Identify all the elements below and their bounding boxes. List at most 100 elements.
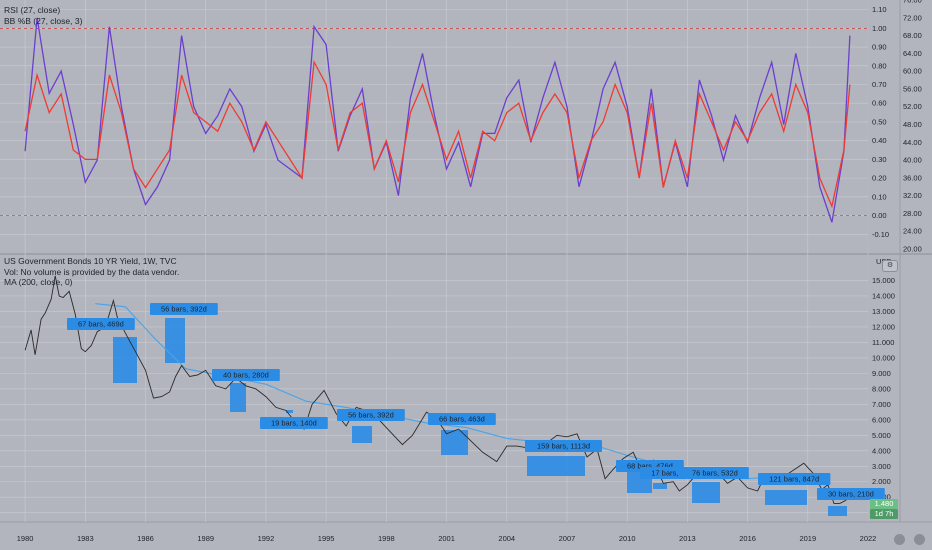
rsi-axis-tick: 44.00 bbox=[903, 138, 922, 147]
price-axis-tick: 12.000 bbox=[872, 322, 895, 331]
symbol-legend-label[interactable]: US Government Bonds 10 YR Yield, 1W, TVC bbox=[4, 256, 177, 266]
bb-axis-tick: 0.70 bbox=[872, 80, 887, 89]
time-axis-tick: 2010 bbox=[619, 534, 636, 543]
rsi-legend-label[interactable]: RSI (27, close) bbox=[4, 5, 61, 15]
time-axis-tick: 2004 bbox=[498, 534, 515, 543]
measure-label-bg bbox=[758, 473, 831, 485]
measure-label: 121 bars, 847d bbox=[769, 475, 819, 484]
bb-axis-tick: 0.20 bbox=[872, 174, 887, 183]
rsi-axis-tick: 36.00 bbox=[903, 173, 922, 182]
bb-axis-tick: 1.00 bbox=[872, 24, 887, 33]
rsi-axis-tick: 24.00 bbox=[903, 227, 922, 236]
bb-axis-tick: 0.50 bbox=[872, 117, 887, 126]
rsi-axis-tick: 40.00 bbox=[903, 156, 922, 165]
bb-axis-tick: 0.90 bbox=[872, 43, 887, 52]
measure-label-bg bbox=[260, 417, 328, 429]
measure-label: 40 bars, 280d bbox=[223, 371, 269, 380]
price-legend: US Government Bonds 10 YR Yield, 1W, TVC… bbox=[4, 256, 179, 288]
time-axis-tick: 2016 bbox=[739, 534, 756, 543]
time-axis-tick: 1980 bbox=[17, 534, 34, 543]
measure-label: 68 bars, 476d bbox=[627, 462, 673, 471]
bb-axis-tick: 0.30 bbox=[872, 155, 887, 164]
bb-axis-tick: -0.10 bbox=[872, 230, 889, 239]
measure-box bbox=[527, 456, 585, 476]
measure-box bbox=[165, 318, 185, 363]
price-axis-tick: 15.000 bbox=[872, 276, 895, 285]
measure-box bbox=[692, 482, 720, 503]
measure-label: 30 bars, 210d bbox=[828, 490, 874, 499]
rsi-axis-tick: 52.00 bbox=[903, 102, 922, 111]
bar-countdown-tag: 1d 7h bbox=[870, 509, 898, 519]
price-axis-tick: 4.000 bbox=[872, 446, 891, 455]
measure-label: 19 bars, 140d bbox=[271, 419, 317, 428]
rsi-axis-tick: 60.00 bbox=[903, 67, 922, 76]
measure-label-bg bbox=[337, 409, 405, 421]
settings-gear-icon[interactable]: ⚙ bbox=[882, 260, 898, 272]
measure-label: 56 bars, 392d bbox=[348, 411, 394, 420]
measure-box bbox=[653, 483, 667, 489]
rsi-axis-tick: 32.00 bbox=[903, 191, 922, 200]
price-axis-tick: 2.000 bbox=[872, 477, 891, 486]
time-axis-tick: 1983 bbox=[77, 534, 94, 543]
measure-label-bg bbox=[428, 413, 496, 425]
measure-label-bg bbox=[212, 369, 280, 381]
price-axis-tick: 6.000 bbox=[872, 415, 891, 424]
measure-box bbox=[352, 426, 372, 443]
time-axis-tick: 2022 bbox=[860, 534, 877, 543]
rsi-axis-tick: 20.00 bbox=[903, 245, 922, 254]
measure-label: 66 bars, 463d bbox=[439, 415, 485, 424]
measure-box bbox=[765, 490, 807, 505]
price-axis-tick: 14.000 bbox=[872, 291, 895, 300]
bb-legend-label[interactable]: BB %B (27, close, 3) bbox=[4, 15, 83, 26]
time-axis-tick: 2013 bbox=[679, 534, 696, 543]
rsi-axis-tick: 28.00 bbox=[903, 209, 922, 218]
measure-label: 159 bars, 1113d bbox=[537, 442, 590, 451]
time-axis-tick: 2007 bbox=[559, 534, 576, 543]
scale-settings-icon[interactable] bbox=[894, 534, 905, 545]
indicator-legend: RSI (27, close) BB %B (27, close, 3) bbox=[4, 5, 82, 26]
rsi-axis-tick: 68.00 bbox=[903, 31, 922, 40]
price-axis-tick: 7.000 bbox=[872, 400, 891, 409]
measure-box bbox=[286, 410, 293, 413]
bb-axis-tick: 0.60 bbox=[872, 99, 887, 108]
rsi-axis-tick: 76.00 bbox=[903, 0, 922, 5]
time-axis-tick: 1998 bbox=[378, 534, 395, 543]
measure-box bbox=[828, 506, 847, 516]
price-axis-tick: 11.000 bbox=[872, 338, 894, 347]
rsi-axis-tick: 72.00 bbox=[903, 13, 922, 22]
bb-axis-tick: 0.80 bbox=[872, 61, 887, 70]
measure-label-bg bbox=[525, 440, 602, 452]
measure-label-bg bbox=[67, 318, 135, 330]
measure-label-bg bbox=[817, 488, 885, 500]
ma-legend-label[interactable]: MA (200, close, 0) bbox=[4, 277, 73, 287]
time-axis-tick: 1986 bbox=[137, 534, 154, 543]
price-axis-tick: 9.000 bbox=[872, 369, 891, 378]
last-price-tag: 1.480 bbox=[870, 499, 898, 509]
price-axis-tick: 5.000 bbox=[872, 431, 891, 440]
time-axis-tick: 1995 bbox=[318, 534, 335, 543]
bb-axis-tick: 0.40 bbox=[872, 136, 887, 145]
time-axis-tick: 2001 bbox=[438, 534, 455, 543]
measure-label-bg bbox=[150, 303, 218, 315]
rsi-axis-tick: 56.00 bbox=[903, 84, 922, 93]
bb-axis-tick: 0.00 bbox=[872, 211, 887, 220]
bb-axis-tick: 0.10 bbox=[872, 192, 887, 201]
rsi-axis-tick: 64.00 bbox=[903, 49, 922, 58]
price-axis-tick: 13.000 bbox=[872, 307, 895, 316]
time-axis-tick: 1989 bbox=[197, 534, 214, 543]
measure-box bbox=[113, 337, 137, 383]
measure-box bbox=[230, 383, 246, 412]
price-axis-tick: 3.000 bbox=[872, 462, 891, 471]
volume-legend-label[interactable]: Vol: No volume is provided by the data v… bbox=[4, 266, 180, 277]
measure-label: 17 bars, 119d bbox=[651, 469, 696, 478]
measure-label-bg bbox=[681, 467, 749, 479]
bb-percent-line bbox=[24, 59, 851, 209]
time-axis-tick: 1992 bbox=[258, 534, 275, 543]
measure-label: 56 bars, 392d bbox=[161, 305, 207, 314]
time-axis-tick: 2019 bbox=[799, 534, 816, 543]
measure-label: 67 bars, 469d bbox=[78, 320, 124, 329]
auto-scale-icon[interactable] bbox=[914, 534, 925, 545]
